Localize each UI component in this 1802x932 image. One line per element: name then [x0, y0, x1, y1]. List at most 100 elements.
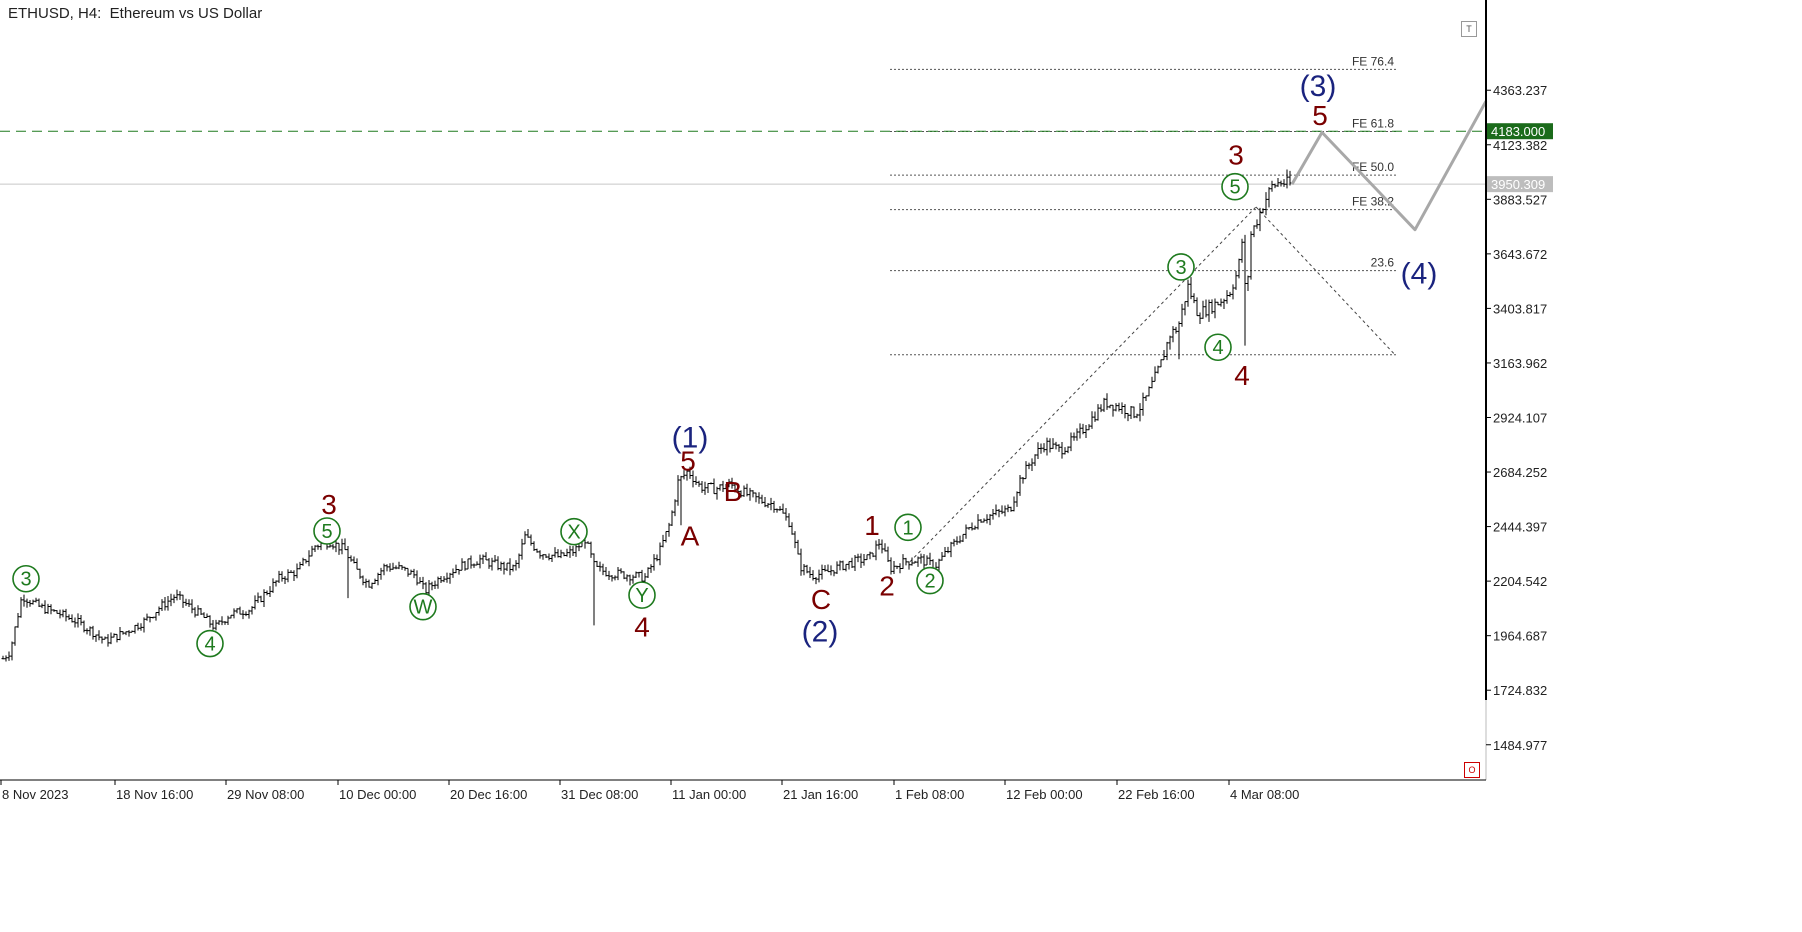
- fib-guide-lines: [909, 206, 1396, 563]
- price-bar: [895, 565, 899, 570]
- price-bar: [916, 556, 920, 567]
- wave-label: 2: [879, 571, 895, 602]
- price-bar: [226, 615, 230, 626]
- price-bar: [316, 544, 320, 550]
- x-tick-label: 12 Feb 00:00: [1006, 787, 1083, 802]
- price-bar: [124, 631, 128, 636]
- price-bar: [589, 541, 593, 558]
- price-bar: [235, 608, 239, 614]
- wave-label: 4: [634, 612, 650, 643]
- price-bar: [43, 600, 47, 614]
- price-bar: [757, 492, 761, 504]
- price-bar: [535, 548, 539, 553]
- price-bar: [184, 598, 188, 606]
- price-bar: [658, 542, 662, 566]
- price-bar: [1105, 393, 1109, 410]
- fib-guide-line: [1255, 206, 1396, 356]
- price-bar: [286, 569, 290, 583]
- fib-level-label: FE 76.4: [1352, 54, 1394, 68]
- price-bar: [817, 569, 821, 583]
- price-bar: [418, 577, 422, 584]
- price-bar: [853, 555, 857, 572]
- price-bar: [1102, 397, 1106, 412]
- wave-label: 3: [321, 489, 337, 520]
- price-bar: [190, 599, 194, 614]
- price-bar: [1270, 180, 1274, 192]
- price-bar: [721, 480, 725, 493]
- price-bar: [739, 490, 743, 498]
- price-bar: [706, 483, 710, 493]
- y-tick-label: 3883.527: [1493, 192, 1547, 207]
- price-bar: [391, 562, 395, 570]
- price-bar: [1027, 462, 1031, 470]
- price-bar: [991, 508, 995, 520]
- price-bar: [556, 549, 560, 558]
- price-bar: [454, 564, 458, 574]
- price-bar: [88, 626, 92, 636]
- price-bar: [1015, 491, 1019, 507]
- price-bar: [1030, 458, 1034, 472]
- price-bar: [958, 535, 962, 544]
- wave-circle: [1204, 333, 1232, 362]
- target-price-tag-label: 4183.000: [1491, 124, 1545, 139]
- price-bar: [700, 481, 704, 493]
- price-bar: [466, 558, 470, 570]
- price-bar: [802, 564, 806, 576]
- price-bar: [487, 558, 491, 569]
- price-bar: [754, 492, 758, 503]
- target-price-tag: [1487, 123, 1553, 140]
- price-bar: [1090, 411, 1094, 429]
- price-bar: [1237, 258, 1241, 279]
- price-bar: [1126, 413, 1130, 422]
- price-bar: [766, 502, 770, 508]
- price-bar: [448, 572, 452, 584]
- y-tick-label: 3163.962: [1493, 356, 1547, 371]
- price-bar: [1261, 208, 1265, 214]
- price-bar: [1063, 447, 1067, 455]
- price-bar: [214, 619, 218, 631]
- price-bar: [40, 603, 44, 609]
- price-bar: [616, 567, 620, 581]
- price-bar: [298, 561, 302, 570]
- price-bar: [379, 567, 383, 580]
- x-tick-label: 21 Jan 16:00: [783, 787, 858, 802]
- price-bar: [1096, 404, 1100, 421]
- price-bar: [1117, 402, 1121, 412]
- toolbar-toggle-button[interactable]: T: [1461, 21, 1477, 37]
- price-bar: [223, 621, 227, 625]
- price-bar: [130, 630, 134, 633]
- price-bar: [847, 561, 851, 570]
- price-bar: [1099, 404, 1103, 413]
- price-bar: [898, 563, 902, 574]
- price-bar: [718, 484, 722, 491]
- price-bar: [673, 499, 677, 517]
- price-bar: [685, 470, 689, 481]
- price-bar: [304, 559, 308, 564]
- price-bar: [412, 568, 416, 579]
- price-bar: [10, 641, 14, 661]
- price-bar: [367, 579, 371, 588]
- price-bar: [595, 560, 599, 568]
- price-bar: [385, 564, 389, 572]
- price-bar: [787, 513, 791, 528]
- price-bar: [1129, 405, 1133, 420]
- price-bar: [1153, 366, 1157, 382]
- price-bar: [1210, 299, 1214, 315]
- price-bar: [139, 623, 143, 631]
- price-bar: [349, 555, 353, 562]
- price-bar: [331, 544, 335, 550]
- autoscroll-button[interactable]: O: [1464, 762, 1480, 778]
- price-bar: [478, 554, 482, 569]
- price-bar: [274, 580, 278, 587]
- price-bar: [748, 487, 752, 501]
- price-bar: [976, 514, 980, 530]
- x-tick-label: 29 Nov 08:00: [227, 787, 304, 802]
- price-bar: [1264, 192, 1268, 216]
- price-bar: [886, 546, 890, 563]
- projection-line: [1290, 100, 1488, 232]
- price-bar: [277, 570, 281, 583]
- price-bar: [187, 599, 191, 607]
- price-bar: [472, 563, 476, 568]
